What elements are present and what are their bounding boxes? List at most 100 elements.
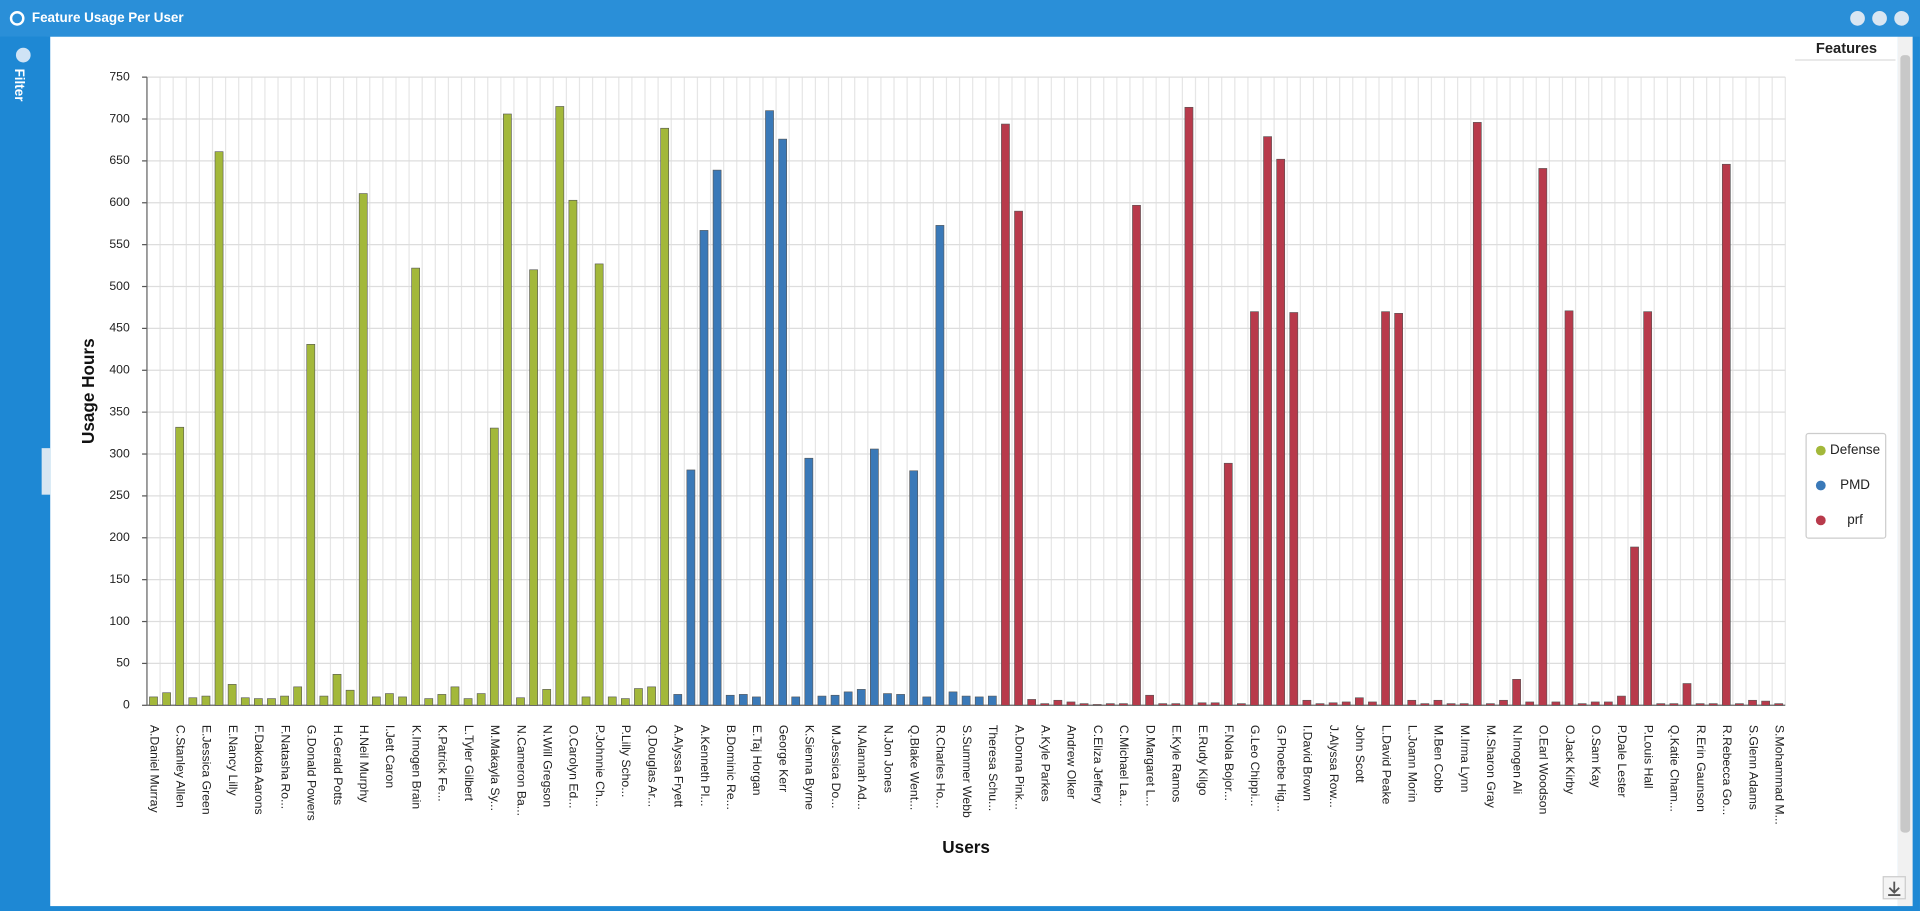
x-tick-label: M.Jessica Do... bbox=[829, 725, 843, 809]
filter-sidebar[interactable] bbox=[0, 36, 47, 911]
x-tick-label: F.Dakota Aarons bbox=[252, 725, 266, 815]
maximize-button[interactable] bbox=[1872, 11, 1887, 26]
x-tick-label: R.Rebecca Go... bbox=[1720, 725, 1734, 815]
plot-area: 0 50 100 150 200 250 300 350 400 450 500 550 600 650 7… bbox=[78, 69, 1887, 857]
bar bbox=[476, 693, 486, 706]
bar bbox=[725, 694, 735, 706]
bar bbox=[555, 106, 565, 706]
bar bbox=[1420, 703, 1430, 706]
bar bbox=[1761, 700, 1770, 706]
bar bbox=[1315, 703, 1325, 706]
panel-splitter[interactable] bbox=[41, 448, 51, 495]
bar bbox=[1263, 136, 1272, 706]
bar bbox=[1407, 699, 1417, 706]
y-tick-label: 600 bbox=[109, 195, 130, 209]
x-tick-label: L.David Peake bbox=[1379, 725, 1393, 805]
y-tick-label: 450 bbox=[109, 321, 130, 335]
filter-label[interactable]: Filter bbox=[12, 69, 27, 103]
x-tick-label: John Scott bbox=[1353, 725, 1367, 783]
download-icon[interactable] bbox=[1888, 881, 1901, 897]
bar bbox=[1368, 701, 1377, 706]
x-tick-label: I.Jett Caron bbox=[383, 725, 397, 788]
app-icon bbox=[9, 11, 25, 26]
bar bbox=[922, 696, 932, 706]
scrollbar-thumb[interactable] bbox=[1900, 55, 1911, 833]
bar bbox=[162, 692, 171, 706]
bar bbox=[1341, 701, 1351, 706]
filter-expand-icon[interactable] bbox=[15, 47, 31, 63]
bar bbox=[673, 694, 683, 706]
bar bbox=[1027, 699, 1037, 706]
bar bbox=[1708, 703, 1718, 706]
bar bbox=[503, 113, 512, 706]
bar bbox=[791, 696, 801, 706]
x-tick-label: O.Sam Kay bbox=[1589, 725, 1603, 788]
bar bbox=[1145, 694, 1154, 706]
minimize-button[interactable] bbox=[1850, 11, 1865, 26]
y-tick-label: 350 bbox=[109, 404, 130, 418]
bar bbox=[1053, 699, 1063, 706]
bar bbox=[817, 695, 827, 706]
x-tick-label: O.Jack Kirby bbox=[1563, 725, 1577, 795]
bar bbox=[1721, 163, 1731, 706]
bar bbox=[516, 697, 525, 706]
bar bbox=[529, 269, 538, 706]
bar bbox=[581, 696, 591, 706]
x-tick-label: F.Natasha Ro... bbox=[278, 725, 292, 809]
bar bbox=[1302, 699, 1312, 706]
bar bbox=[175, 426, 185, 706]
bar bbox=[909, 470, 919, 706]
close-button[interactable] bbox=[1894, 11, 1909, 26]
bar bbox=[870, 448, 879, 706]
y-tick-label: 550 bbox=[109, 237, 130, 251]
x-axis-title: Users bbox=[942, 837, 990, 857]
bar bbox=[1630, 546, 1639, 706]
x-tick-label: R.Erin Gaunson bbox=[1694, 725, 1708, 812]
bar bbox=[254, 698, 263, 706]
bar bbox=[463, 698, 473, 706]
x-tick-label: I.David Brown bbox=[1301, 725, 1315, 801]
bar bbox=[1682, 683, 1692, 706]
features-header: Features bbox=[1816, 41, 1877, 57]
x-tick-label: K.Patrick Fe... bbox=[436, 725, 450, 802]
bar bbox=[398, 696, 407, 706]
bar bbox=[830, 694, 840, 706]
bar bbox=[1237, 703, 1246, 706]
bar bbox=[804, 457, 814, 706]
y-tick-label: 0 bbox=[123, 698, 130, 712]
x-tick-label: N.Will Gregson bbox=[540, 725, 554, 807]
bar bbox=[1564, 310, 1574, 706]
x-tick-label: George Kerr bbox=[776, 725, 790, 792]
legend-box bbox=[1805, 432, 1887, 539]
x-tick-label: E.Jessica Green bbox=[200, 725, 214, 815]
bar bbox=[1394, 313, 1403, 706]
bar bbox=[1197, 702, 1207, 706]
bar bbox=[1250, 311, 1259, 706]
y-tick-label: 700 bbox=[109, 111, 130, 125]
legend-label: Defense bbox=[1830, 442, 1880, 457]
y-tick-label: 750 bbox=[109, 69, 130, 83]
bar bbox=[411, 267, 420, 706]
bar bbox=[1695, 703, 1705, 706]
bar bbox=[450, 686, 460, 706]
bar bbox=[489, 427, 499, 706]
bar bbox=[1590, 701, 1600, 706]
x-tick-label: G.Donald Powers bbox=[305, 725, 319, 821]
bar bbox=[738, 694, 748, 706]
bar bbox=[1486, 703, 1495, 706]
bar bbox=[974, 696, 984, 706]
x-tick-label: Andrew Olker bbox=[1065, 725, 1079, 799]
x-tick-label: E.Nancy Lilly bbox=[226, 725, 240, 797]
x-tick-label: R.Charles Ho... bbox=[934, 725, 948, 809]
bar bbox=[306, 344, 316, 706]
bar bbox=[371, 696, 381, 706]
bar bbox=[267, 698, 276, 706]
bar bbox=[1643, 311, 1653, 706]
bar bbox=[214, 151, 224, 706]
x-tick-label: P.Johnnie Ch... bbox=[593, 725, 607, 807]
x-tick-label: N.Cameron Ba... bbox=[514, 725, 528, 816]
y-tick-label: 300 bbox=[109, 446, 130, 460]
bar bbox=[358, 193, 368, 706]
x-tick-label: C.Eliza Jeffery bbox=[1091, 725, 1105, 805]
x-tick-label: M.Makayla Sy... bbox=[488, 725, 502, 811]
